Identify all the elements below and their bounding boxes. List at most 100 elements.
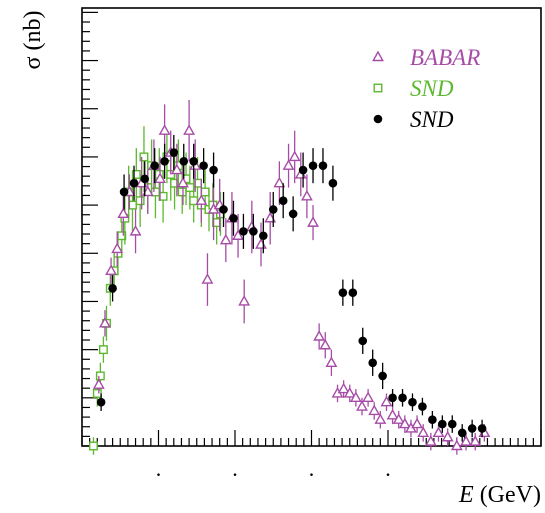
legend-label: SND	[410, 76, 454, 101]
data-point	[398, 415, 411, 433]
circle-marker	[318, 161, 328, 170]
circle-marker	[477, 424, 487, 433]
data-point	[177, 161, 189, 206]
data-point	[259, 218, 268, 254]
circle-marker	[140, 174, 150, 184]
data-point	[199, 148, 208, 184]
circle-marker	[160, 157, 169, 166]
data-point	[469, 432, 482, 451]
data-point	[249, 213, 258, 249]
triangle-marker	[158, 124, 171, 135]
data-point	[432, 424, 445, 442]
triangle-marker	[117, 207, 130, 219]
data-point	[368, 402, 381, 420]
triangle-marker	[232, 229, 245, 240]
circle-marker	[338, 288, 348, 298]
data-point	[307, 205, 319, 241]
triangle-marker	[450, 439, 463, 451]
data-point	[374, 410, 387, 429]
data-point	[232, 213, 245, 258]
data-point	[209, 152, 218, 188]
circle-marker	[219, 205, 228, 214]
circle-marker	[179, 157, 189, 166]
triangle-marker	[368, 404, 381, 416]
circle-marker	[447, 419, 457, 429]
legend-label: SND	[410, 107, 454, 132]
data-point	[398, 389, 407, 407]
data-point	[179, 143, 189, 179]
circle-marker	[288, 209, 298, 219]
triangle-marker	[282, 159, 295, 170]
data-point	[447, 415, 457, 433]
circle-marker	[119, 187, 129, 197]
triangle-marker	[325, 356, 338, 367]
data-point	[278, 183, 288, 219]
data-point	[328, 165, 338, 201]
square-marker	[95, 371, 105, 381]
data-point	[282, 143, 295, 188]
data-point	[441, 428, 454, 446]
data-point	[467, 419, 477, 438]
circle-marker	[308, 161, 318, 170]
triangle-marker	[441, 430, 454, 442]
data-point	[349, 389, 362, 407]
data-point	[89, 437, 98, 455]
triangle-marker	[386, 408, 399, 420]
circle-marker	[96, 397, 106, 407]
data-point	[308, 148, 318, 184]
triangle-marker	[362, 391, 375, 403]
triangle-marker	[343, 387, 356, 398]
square-marker	[139, 152, 149, 162]
data-point	[392, 410, 405, 429]
x-axis-title: E (GeV)	[458, 482, 541, 508]
data-point	[362, 389, 375, 407]
data-point	[325, 349, 338, 376]
circle-marker	[373, 114, 383, 124]
data-point	[140, 161, 150, 197]
series-babar-triangle-open	[92, 99, 491, 455]
square-marker	[373, 83, 383, 93]
x-tick-label: .	[309, 456, 315, 481]
axis-labels: σ (nb) E (GeV)	[20, 11, 541, 508]
square-marker	[92, 388, 102, 398]
data-point	[358, 327, 368, 355]
data-point	[338, 279, 348, 306]
square-marker	[89, 441, 98, 451]
data-point	[96, 393, 106, 411]
square-marker	[200, 187, 210, 197]
data-point	[288, 196, 298, 232]
triangle-marker	[264, 211, 277, 223]
triangle-marker	[219, 233, 232, 245]
data-series	[89, 99, 491, 455]
data-point	[343, 384, 356, 403]
x-tick-label: .	[232, 456, 238, 481]
circle-marker	[467, 424, 477, 433]
circle-marker	[150, 161, 159, 170]
square-marker	[117, 231, 127, 241]
data-point	[386, 406, 399, 425]
data-point	[313, 323, 326, 350]
data-point	[424, 432, 437, 451]
data-point	[150, 148, 159, 184]
triangle-marker	[432, 426, 445, 438]
x-axis-symbol: E	[458, 482, 474, 508]
circle-marker	[388, 393, 397, 403]
circle-marker	[249, 227, 258, 236]
triangle-marker	[238, 295, 251, 306]
series-snd-square-open	[89, 126, 225, 455]
data-point	[219, 191, 228, 227]
data-point	[300, 174, 313, 219]
data-point	[117, 191, 130, 236]
legend: BABAR SND SND	[372, 45, 480, 132]
circle-marker	[348, 288, 358, 298]
triangle-marker	[424, 435, 437, 446]
data-point	[219, 218, 232, 263]
legend-entry: SND	[373, 107, 454, 132]
data-point	[105, 257, 118, 284]
data-point	[238, 279, 251, 324]
data-point	[457, 424, 467, 442]
triangle-marker	[177, 176, 189, 188]
triangle-marker	[392, 413, 405, 424]
triangle-marker	[129, 224, 142, 236]
